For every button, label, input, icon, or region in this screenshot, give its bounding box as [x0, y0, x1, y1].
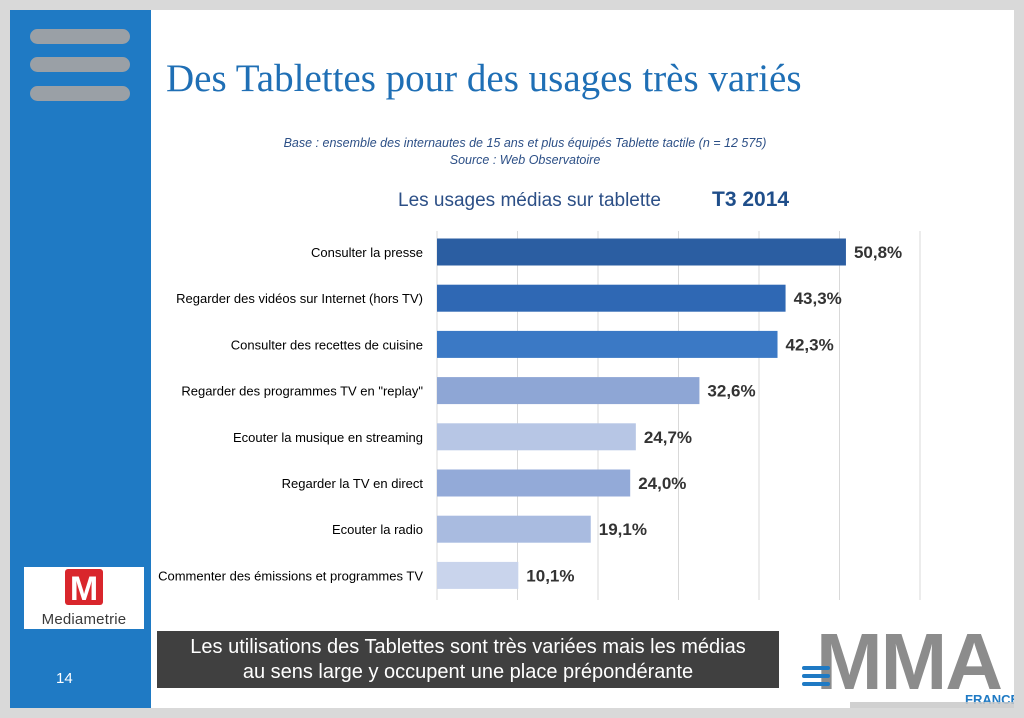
chart-title: Les usages médias sur tablette [398, 190, 661, 211]
bar [437, 515, 591, 543]
mediametrie-logo: M Mediametrie [24, 567, 144, 629]
bar [437, 469, 631, 497]
value-label: 32,6% [707, 382, 755, 401]
bar [437, 377, 700, 405]
slide: M Mediametrie 14 Des Tablettes pour des … [10, 10, 1014, 708]
bar [437, 238, 846, 266]
chart-period: T3 2014 [712, 188, 790, 211]
mma-logo: MMA [816, 617, 1003, 706]
bar [437, 330, 778, 358]
bar [437, 284, 786, 312]
svg-text:M: M [70, 570, 98, 608]
conclusion-callout: Les utilisations des Tablettes sont très… [157, 631, 779, 688]
base-note: Base : ensemble des internautes de 15 an… [283, 136, 767, 150]
source-note: Source : Web Observatoire [449, 153, 601, 167]
value-label: 24,7% [644, 428, 692, 447]
category-label: Regarder des programmes TV en "replay" [181, 384, 423, 399]
mma-lines-icon [802, 666, 830, 690]
bar-chart: Consulter la presse 50,8% Regarder des vid… [158, 231, 921, 600]
mediametrie-wordmark: Mediametrie [41, 611, 127, 628]
slide-title: Des Tablettes pour des usages très varié… [166, 57, 802, 100]
sidebar: M Mediametrie 14 [10, 10, 151, 708]
category-label: Regarder des vidéos sur Internet (hors T… [176, 291, 423, 306]
mediametrie-mark-icon: M [65, 569, 103, 608]
viewer-controls[interactable] [850, 702, 1014, 708]
category-label: Ecouter la radio [332, 522, 423, 537]
value-label: 43,3% [794, 289, 842, 308]
value-label: 50,8% [854, 243, 902, 262]
category-label: Regarder la TV en direct [282, 476, 424, 491]
menu-bar-icon [30, 86, 130, 101]
category-label: Commenter des émissions et programmes TV [158, 568, 423, 583]
callout-line-1: Les utilisations des Tablettes sont très… [190, 636, 746, 658]
category-label: Ecouter la musique en streaming [233, 430, 423, 445]
category-label: Consulter des recettes de cuisine [231, 337, 423, 352]
value-label: 10,1% [526, 566, 574, 585]
value-label: 19,1% [599, 520, 647, 539]
bar [437, 423, 636, 451]
callout-line-2: au sens large y occupent une place prépo… [242, 661, 694, 683]
menu-bar-icon [30, 29, 130, 44]
page-number: 14 [56, 670, 73, 687]
category-label: Consulter la presse [311, 245, 423, 260]
value-label: 24,0% [638, 474, 686, 493]
value-label: 42,3% [786, 335, 834, 354]
menu-bar-icon [30, 57, 130, 72]
bar [437, 561, 519, 589]
